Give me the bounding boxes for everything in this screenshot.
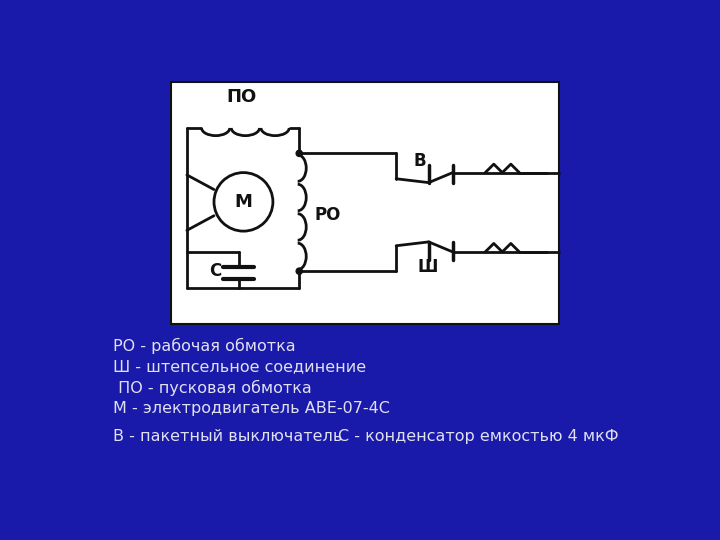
Text: В: В	[413, 152, 426, 170]
Circle shape	[296, 150, 302, 157]
Text: РО: РО	[315, 206, 341, 224]
Circle shape	[296, 268, 302, 274]
Text: В - пакетный выключатель: В - пакетный выключатель	[113, 429, 343, 444]
Text: Ш: Ш	[417, 258, 438, 275]
Text: РО - рабочая обмотка: РО - рабочая обмотка	[113, 338, 296, 354]
Text: ПО: ПО	[226, 88, 256, 106]
Text: С: С	[210, 262, 222, 280]
Text: ПО - пусковая обмотка: ПО - пусковая обмотка	[113, 380, 312, 396]
Text: М: М	[235, 193, 253, 211]
Text: Ш - штепсельное соединение: Ш - штепсельное соединение	[113, 359, 366, 374]
FancyBboxPatch shape	[171, 82, 559, 325]
Text: С - конденсатор емкостью 4 мкФ: С - конденсатор емкостью 4 мкФ	[338, 429, 618, 444]
Text: М - электродвигатель АВЕ-07-4С: М - электродвигатель АВЕ-07-4С	[113, 401, 390, 415]
